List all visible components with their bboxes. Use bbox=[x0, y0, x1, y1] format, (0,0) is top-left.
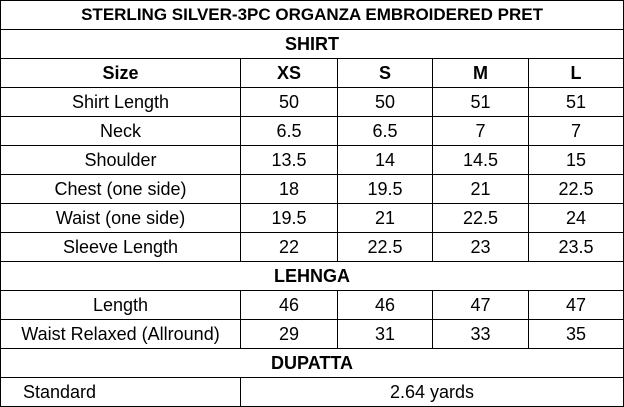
size-header-label: Size bbox=[0, 58, 241, 88]
row-label: Chest (one side) bbox=[0, 174, 241, 204]
table-cell: 19.5 bbox=[337, 174, 433, 204]
table-cell: 46 bbox=[240, 290, 338, 320]
table-cell: 51 bbox=[432, 87, 529, 117]
table-cell: 50 bbox=[240, 87, 338, 117]
table-cell: 22.5 bbox=[527, 174, 624, 204]
table-title: STERLING SILVER-3PC ORGANZA EMBROIDERED … bbox=[0, 0, 624, 30]
table-cell: 7 bbox=[527, 116, 624, 146]
table-row: Chest (one side) 18 19.5 21 22.5 bbox=[0, 174, 624, 204]
row-label: Standard bbox=[0, 377, 241, 407]
table-cell: 22 bbox=[240, 232, 338, 262]
table-row: Shirt Length 50 50 51 51 bbox=[0, 87, 624, 117]
size-header-m: M bbox=[432, 58, 529, 88]
section-row-dupatta: DUPATTA bbox=[0, 348, 624, 378]
size-header-s: S bbox=[337, 58, 433, 88]
row-label: Waist (one side) bbox=[0, 203, 241, 233]
table-cell: 15 bbox=[527, 145, 624, 175]
table-row: Length 46 46 47 47 bbox=[0, 290, 624, 320]
table-cell: 35 bbox=[527, 319, 624, 349]
size-header-xs: XS bbox=[240, 58, 338, 88]
size-header-l: L bbox=[527, 58, 624, 88]
table-row: Waist Relaxed (Allround) 29 31 33 35 bbox=[0, 319, 624, 349]
section-row-shirt: SHIRT bbox=[0, 29, 624, 59]
table-cell: 13.5 bbox=[240, 145, 338, 175]
table-cell: 29 bbox=[240, 319, 338, 349]
table-cell: 14.5 bbox=[432, 145, 529, 175]
row-label: Waist Relaxed (Allround) bbox=[0, 319, 241, 349]
table-cell: 21 bbox=[432, 174, 529, 204]
table-cell: 6.5 bbox=[240, 116, 338, 146]
section-heading-shirt: SHIRT bbox=[0, 29, 624, 59]
table-cell: 33 bbox=[432, 319, 529, 349]
table-cell: 46 bbox=[337, 290, 433, 320]
table-cell: 2.64 yards bbox=[239, 377, 624, 407]
table-cell: 24 bbox=[527, 203, 624, 233]
title-row: STERLING SILVER-3PC ORGANZA EMBROIDERED … bbox=[0, 0, 624, 30]
row-label: Neck bbox=[0, 116, 241, 146]
table-cell: 22.5 bbox=[337, 232, 433, 262]
table-cell: 47 bbox=[527, 290, 624, 320]
table-cell: 50 bbox=[337, 87, 433, 117]
row-label: Length bbox=[0, 290, 241, 320]
table-cell: 6.5 bbox=[337, 116, 433, 146]
table-cell: 22.5 bbox=[432, 203, 529, 233]
table-cell: 21 bbox=[337, 203, 433, 233]
row-label: Shirt Length bbox=[0, 87, 241, 117]
table-row: Standard 2.64 yards bbox=[0, 377, 624, 407]
row-label: Shoulder bbox=[0, 145, 241, 175]
section-heading-dupatta: DUPATTA bbox=[0, 348, 624, 378]
table-row: Neck 6.5 6.5 7 7 bbox=[0, 116, 624, 146]
table-row: Waist (one side) 19.5 21 22.5 24 bbox=[0, 203, 624, 233]
table-cell: 23.5 bbox=[527, 232, 624, 262]
table-cell: 7 bbox=[432, 116, 529, 146]
table-row: Sleeve Length 22 22.5 23 23.5 bbox=[0, 232, 624, 262]
table-cell: 51 bbox=[527, 87, 624, 117]
table-row: Shoulder 13.5 14 14.5 15 bbox=[0, 145, 624, 175]
row-label: Sleeve Length bbox=[0, 232, 241, 262]
table-cell: 18 bbox=[240, 174, 338, 204]
table-cell: 47 bbox=[432, 290, 529, 320]
section-heading-lehnga: LEHNGA bbox=[0, 261, 624, 291]
table-cell: 19.5 bbox=[240, 203, 338, 233]
table-cell: 31 bbox=[337, 319, 433, 349]
table-cell: 23 bbox=[432, 232, 529, 262]
section-row-lehnga: LEHNGA bbox=[0, 261, 624, 291]
table-cell: 14 bbox=[337, 145, 433, 175]
size-header-row: Size XS S M L bbox=[0, 58, 624, 88]
